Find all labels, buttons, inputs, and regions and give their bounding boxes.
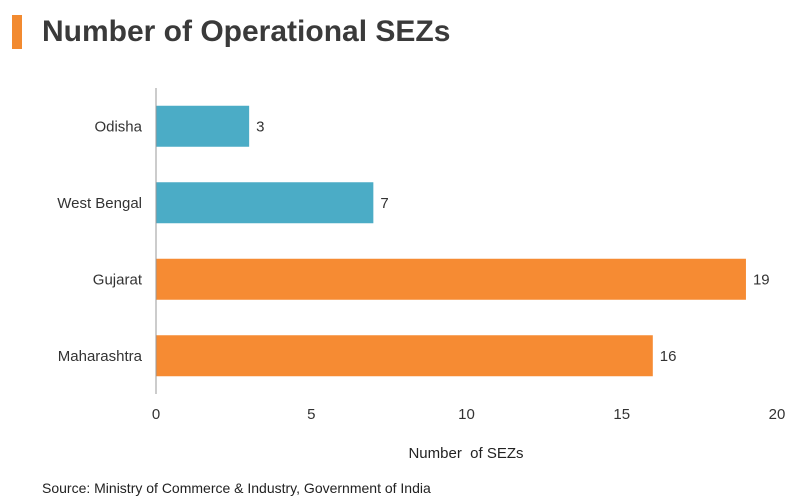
data-label: 7 <box>380 195 388 212</box>
x-tick-label: 15 <box>613 406 630 423</box>
bar-west-bengal <box>156 182 374 224</box>
x-tick-label: 5 <box>307 406 315 423</box>
source-note: Source: Ministry of Commerce & Industry,… <box>42 480 431 496</box>
y-tick-label: Gujarat <box>93 271 143 288</box>
y-tick-label: Odisha <box>94 118 142 135</box>
x-tick-label: 0 <box>152 406 160 423</box>
bar-gujarat <box>156 258 746 300</box>
x-tick-label: 20 <box>769 406 786 423</box>
x-axis-title: Number of SEZs <box>408 445 523 462</box>
y-tick-label: West Bengal <box>57 195 142 212</box>
bar-maharashtra <box>156 335 653 377</box>
x-tick-label: 10 <box>458 406 475 423</box>
title-accent-bar <box>12 15 22 49</box>
data-label: 16 <box>660 348 677 365</box>
data-label: 3 <box>256 118 264 135</box>
page-title: Number of Operational SEZs <box>42 15 451 48</box>
data-label: 19 <box>753 271 770 288</box>
bar-odisha <box>156 105 250 147</box>
y-tick-label: Maharashtra <box>58 348 143 365</box>
